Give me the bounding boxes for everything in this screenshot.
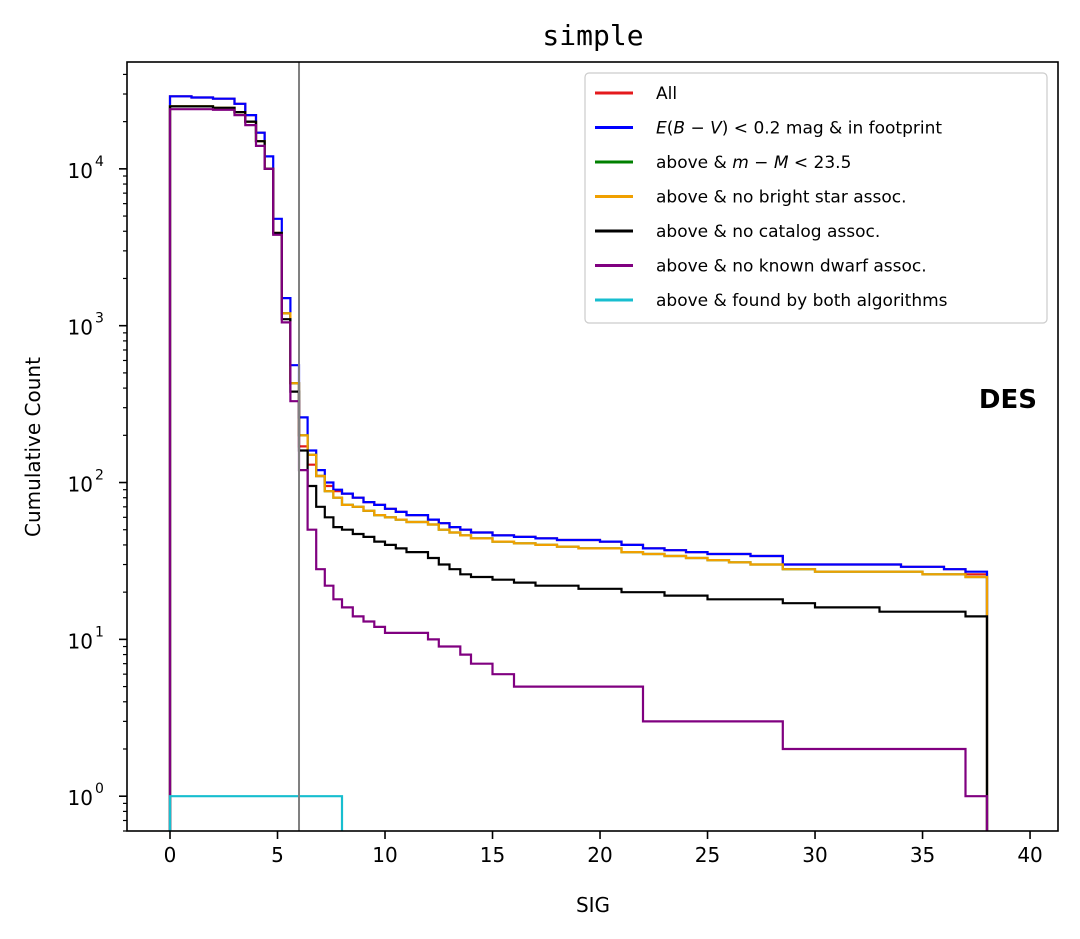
y-tick-label: 10 xyxy=(68,473,93,497)
x-tick-label: 25 xyxy=(695,843,720,867)
series-line-7 xyxy=(168,795,344,831)
x-axis-label: SIG xyxy=(576,893,610,917)
y-tick-exponent: 0 xyxy=(95,781,104,797)
series-line-2 xyxy=(168,95,989,831)
chart-title: simple xyxy=(542,19,643,52)
x-axis-ticks: 0 5 10 15 20 25 30 35 40 xyxy=(164,831,1043,867)
des-annotation: DES xyxy=(979,385,1037,415)
legend-box xyxy=(584,72,1048,324)
legend-label: above & no catalog assoc. xyxy=(656,222,880,242)
y-tick-label: 10 xyxy=(68,786,93,810)
legend-label: above & no known dwarf assoc. xyxy=(656,257,927,277)
series-line-5 xyxy=(168,105,989,831)
y-tick-label: 10 xyxy=(68,159,93,183)
y-tick-exponent: 3 xyxy=(95,311,104,327)
legend-label: E(B − V) < 0.2 mag & in footprint xyxy=(656,119,942,139)
y-tick-label: 10 xyxy=(68,629,93,653)
x-tick-label: 5 xyxy=(271,843,284,867)
legend-label: above & m − M < 23.5 xyxy=(656,153,851,173)
legend: All E(B − V) < 0.2 mag & in footprint abov… xyxy=(584,72,1048,324)
x-tick-label: 35 xyxy=(910,843,935,867)
y-tick-label: 10 xyxy=(68,316,93,340)
y-tick-exponent: 2 xyxy=(95,468,104,484)
series-line-6 xyxy=(168,108,989,831)
x-tick-label: 0 xyxy=(164,843,177,867)
axes-frame xyxy=(126,61,1059,832)
legend-label: above & no bright star assoc. xyxy=(656,188,907,208)
x-tick-label: 20 xyxy=(587,843,612,867)
legend-label: above & found by both algorithms xyxy=(656,291,948,311)
plot-area xyxy=(126,61,1059,832)
legend-label: All xyxy=(656,84,677,104)
x-tick-label: 15 xyxy=(480,843,505,867)
x-tick-label: 40 xyxy=(1017,843,1042,867)
y-axis-label: Cumulative Count xyxy=(21,357,45,537)
x-tick-label: 10 xyxy=(372,843,397,867)
y-tick-exponent: 4 xyxy=(95,154,104,170)
x-tick-label: 30 xyxy=(802,843,827,867)
y-tick-exponent: 1 xyxy=(95,624,104,640)
